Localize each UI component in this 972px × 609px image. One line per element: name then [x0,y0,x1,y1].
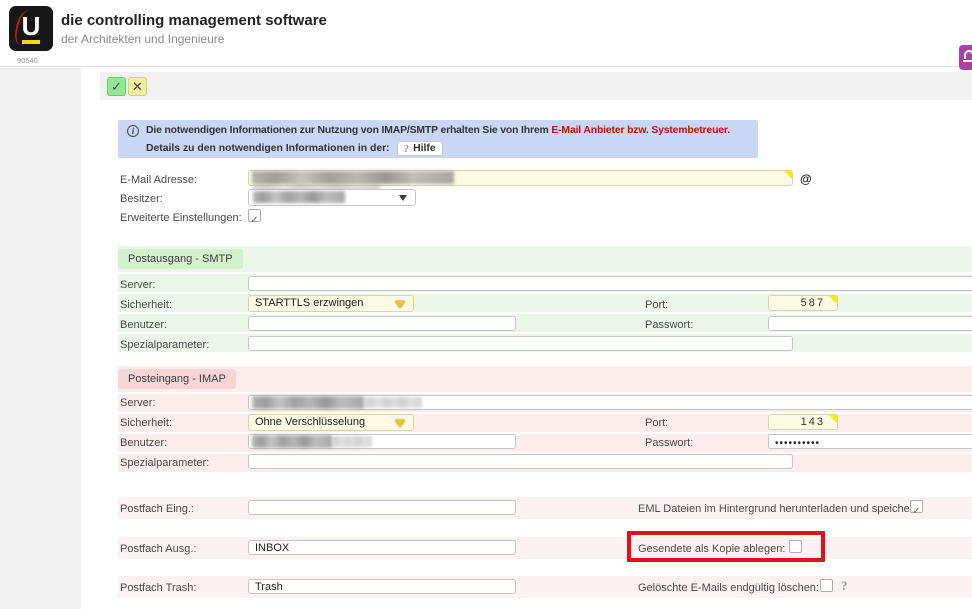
redacted-text [252,396,364,409]
info-icon: i [127,125,139,137]
help-question-icon[interactable]: ? [841,578,848,593]
smtp-port-label: Port: [645,299,669,311]
smtp-server-label: Server: [120,279,156,291]
eml-download-checkbox[interactable]: ✓ [910,500,923,517]
smtp-security-label: Sicherheit: [120,299,172,311]
check-icon: ✓ [250,215,259,226]
cancel-button[interactable]: ✕ [128,77,147,96]
sent-copy-checkbox[interactable] [789,540,802,553]
bell-icon [964,50,972,59]
redacted-text [253,191,345,203]
help-button[interactable]: ? Hilfe [396,141,443,156]
imap-section-title: Posteingang - IMAP [118,369,236,389]
mailbox-trash-label: Postfach Trash: [120,582,197,594]
imap-security-value: Ohne Verschlüsselung [255,416,366,428]
smtp-special-field[interactable] [248,336,793,351]
dropdown-arrow-icon [399,195,407,201]
redacted-text [332,436,372,447]
check-icon: ✓ [912,506,921,517]
sent-copy-label: Gesendete als Kopie ablegen: [638,543,786,555]
smtp-security-value: STARTTLS erzwingen [255,297,364,309]
logo-letter: U [21,11,41,41]
imap-password-value: •••••••••• [775,438,821,449]
redacted-text [364,397,422,408]
dropdown-arrow-icon [395,420,405,427]
owner-label: Besitzer: [120,193,163,205]
left-sidebar [0,67,81,609]
smtp-security-row [118,294,972,312]
smtp-user-field[interactable] [248,316,516,331]
imap-security-dropdown[interactable]: Ohne Verschlüsselung [248,414,414,431]
bell-icon-base [963,60,972,62]
save-button[interactable]: ✓ [107,77,126,96]
imap-password-field[interactable]: •••••••••• [768,434,972,449]
app-header: U 90540 die controlling management softw… [0,0,972,67]
mailbox-outbox-row [118,537,972,559]
changed-marker-icon [784,171,792,179]
mailbox-outbox-value: INBOX [255,542,290,554]
changed-marker-icon [829,296,837,304]
advanced-settings-checkbox[interactable]: ✓ [248,209,261,226]
smtp-section-title: Postausgang - SMTP [118,249,243,269]
info-text-highlight: E-Mail Anbieter bzw. Systembetreuer. [551,125,730,136]
redacted-text [252,171,454,184]
imap-user-label: Benutzer: [120,437,168,449]
imap-port-field[interactable]: 143 [768,414,838,430]
imap-special-label: Spezialparameter: [120,457,210,469]
imap-security-row [118,414,972,432]
app-subtitle: der Architekten und Ingenieure [61,32,225,46]
delete-permanently-checkbox[interactable] [820,579,833,592]
version-number: 90540 [17,56,38,65]
changed-marker-icon [829,415,837,423]
info-details-text: Details zu den notwendigen Informationen… [146,143,390,154]
question-icon: ? [403,142,410,155]
eml-download-label: EML Dateien im Hintergrund herunterladen… [638,503,923,515]
info-text-line1: Die notwendigen Informationen zur Nutzun… [146,125,730,136]
redacted-text [252,435,332,448]
check-icon: ✓ [111,79,122,94]
notification-button[interactable] [959,45,972,70]
smtp-port-field[interactable]: 587 [768,295,838,311]
mailbox-outbox-label: Postfach Ausg.: [120,543,197,555]
smtp-special-label: Spezialparameter: [120,339,210,351]
imap-special-field[interactable] [248,454,793,469]
app-title: die controlling management software [61,12,327,29]
mailbox-trash-value: Trash [255,581,283,593]
info-text-normal: Die notwendigen Informationen zur Nutzun… [146,125,552,136]
mailbox-outbox-field[interactable]: INBOX [248,540,516,555]
smtp-security-dropdown[interactable]: STARTTLS erzwingen [248,295,414,312]
info-box: i Die notwendigen Informationen zur Nutz… [118,120,758,158]
advanced-settings-label: Erweiterte Einstellungen: [120,212,242,224]
imap-server-label: Server: [120,397,156,409]
smtp-password-label: Passwort: [645,319,694,331]
smtp-user-label: Benutzer: [120,319,168,331]
mailbox-inbox-label: Postfach Eing.: [120,503,194,515]
mailbox-inbox-field[interactable] [248,500,516,515]
at-sign: @ [800,172,812,186]
smtp-password-field[interactable] [768,316,972,331]
imap-header-band [118,366,972,392]
dropdown-arrow-icon [395,301,405,308]
smtp-port-value: 587 [800,297,825,309]
imap-security-label: Sicherheit: [120,417,172,429]
info-text-line2: Details zu den notwendigen Informationen… [146,141,443,156]
app-logo[interactable]: U [9,6,53,51]
logo-underline [22,40,40,44]
smtp-server-field[interactable] [248,276,972,291]
email-address-label: E-Mail Adresse: [120,174,198,186]
imap-port-label: Port: [645,417,669,429]
imap-server-field[interactable] [248,395,972,410]
imap-port-value: 143 [800,416,825,428]
cross-icon: ✕ [132,79,143,94]
form-toolbar: ✓ ✕ [100,72,972,100]
mailbox-trash-field[interactable]: Trash [248,579,516,594]
imap-password-label: Passwort: [645,437,694,449]
delete-permanently-label: Gelöschte E-Mails endgültig löschen: [638,582,819,594]
help-button-label: Hilfe [413,143,436,154]
smtp-header-band [118,246,972,272]
